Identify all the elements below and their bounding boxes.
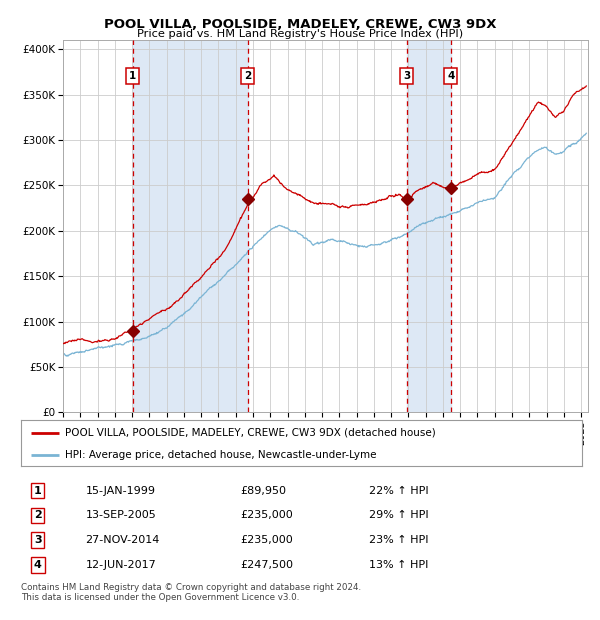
Text: 3: 3	[34, 535, 41, 545]
Text: £89,950: £89,950	[240, 485, 286, 495]
Text: 4: 4	[34, 560, 42, 570]
Text: 13-SEP-2005: 13-SEP-2005	[86, 510, 156, 520]
Text: 22% ↑ HPI: 22% ↑ HPI	[369, 485, 428, 495]
Text: Contains HM Land Registry data © Crown copyright and database right 2024.
This d: Contains HM Land Registry data © Crown c…	[21, 583, 361, 602]
Text: Price paid vs. HM Land Registry's House Price Index (HPI): Price paid vs. HM Land Registry's House …	[137, 29, 463, 39]
Text: 1: 1	[129, 71, 136, 81]
Text: 12-JUN-2017: 12-JUN-2017	[86, 560, 156, 570]
Text: POOL VILLA, POOLSIDE, MADELEY, CREWE, CW3 9DX (detached house): POOL VILLA, POOLSIDE, MADELEY, CREWE, CW…	[65, 428, 436, 438]
Text: £235,000: £235,000	[240, 535, 293, 545]
Text: 2: 2	[34, 510, 42, 520]
Text: 3: 3	[403, 71, 410, 81]
Text: 4: 4	[447, 71, 454, 81]
Text: £235,000: £235,000	[240, 510, 293, 520]
Text: HPI: Average price, detached house, Newcastle-under-Lyme: HPI: Average price, detached house, Newc…	[65, 450, 376, 459]
Text: 15-JAN-1999: 15-JAN-1999	[86, 485, 155, 495]
Text: 27-NOV-2014: 27-NOV-2014	[86, 535, 160, 545]
Text: 1: 1	[34, 485, 42, 495]
Text: 29% ↑ HPI: 29% ↑ HPI	[369, 510, 428, 520]
Text: POOL VILLA, POOLSIDE, MADELEY, CREWE, CW3 9DX: POOL VILLA, POOLSIDE, MADELEY, CREWE, CW…	[104, 18, 496, 31]
Text: £247,500: £247,500	[240, 560, 293, 570]
Text: 2: 2	[244, 71, 251, 81]
Text: 23% ↑ HPI: 23% ↑ HPI	[369, 535, 428, 545]
Bar	[133, 40, 248, 412]
Text: 13% ↑ HPI: 13% ↑ HPI	[369, 560, 428, 570]
Bar	[407, 40, 451, 412]
